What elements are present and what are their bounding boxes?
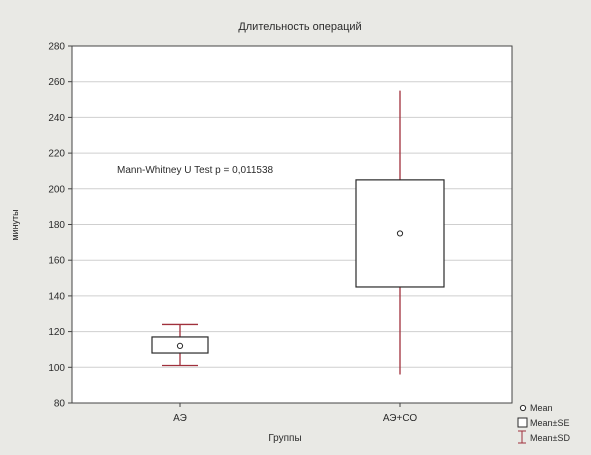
x-tick-label: АЭ — [173, 413, 187, 424]
test-annotation: Mann-Whitney U Test p = 0,011538 — [117, 165, 274, 176]
legend-mean-marker — [519, 404, 527, 412]
y-tick-label: 100 — [48, 363, 65, 374]
y-tick-label: 220 — [48, 149, 65, 160]
y-tick-label: 240 — [48, 113, 65, 124]
mean-point — [176, 342, 184, 349]
y-axis-ticks: 80 100 120 140 160 180 200 220 240 260 280 — [48, 42, 72, 410]
legend-se-label: Mean±SE — [530, 418, 569, 428]
x-axis-ticks: АЭ АЭ+СО — [173, 403, 417, 424]
y-tick-label: 120 — [48, 327, 65, 338]
grid-lines — [72, 46, 512, 403]
y-tick-label: 140 — [48, 291, 65, 302]
y-tick-label: 180 — [48, 220, 65, 231]
x-axis-label: Группы — [268, 433, 301, 444]
mean-point — [396, 230, 404, 237]
legend: Mean Mean±SE Mean±SD — [517, 403, 570, 444]
x-tick-label: АЭ+СО — [383, 413, 417, 424]
legend-sd-marker — [518, 430, 526, 444]
legend-se-marker — [517, 417, 528, 428]
legend-mean-label: Mean — [530, 403, 553, 413]
y-tick-label: 260 — [48, 77, 65, 88]
y-tick-label: 200 — [48, 184, 65, 195]
y-axis-label: минуты — [10, 209, 20, 240]
box-series — [151, 90, 445, 375]
y-tick-label: 80 — [54, 399, 66, 410]
y-tick-label: 160 — [48, 256, 65, 267]
chart-title: Длительность операций — [238, 21, 361, 33]
legend-sd-label: Mean±SD — [530, 433, 570, 443]
y-tick-label: 280 — [48, 42, 65, 53]
